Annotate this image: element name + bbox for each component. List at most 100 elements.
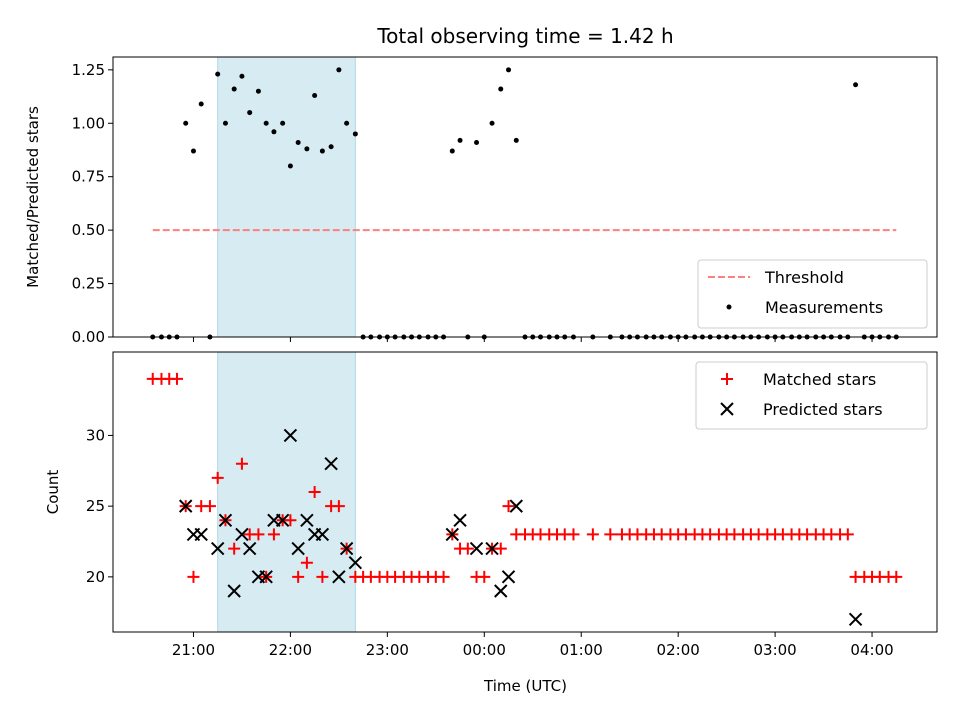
matched-star-point xyxy=(332,500,345,513)
measurement-point xyxy=(183,120,189,126)
matched-star-point xyxy=(203,500,216,513)
matched-star-point xyxy=(292,570,305,583)
measurement-point xyxy=(328,144,334,150)
x-tick-label: 22:00 xyxy=(269,641,312,659)
matched-star-point xyxy=(841,528,854,541)
measurement-point xyxy=(489,120,495,126)
predicted-star-point xyxy=(275,513,290,527)
predicted-star-point xyxy=(227,584,241,598)
top-y-axis-ticks: 0.00 0.25 0.50 0.75 1.00 1.25 xyxy=(72,61,113,346)
predicted-star-point xyxy=(348,555,363,570)
x-tick-label: 00:00 xyxy=(463,641,506,659)
measurement-point xyxy=(271,129,277,135)
top-y-tick-label: 1.00 xyxy=(72,114,105,132)
matched-star-point xyxy=(890,570,903,583)
matched-legend-label: Matched stars xyxy=(763,370,876,389)
measurement-point xyxy=(457,137,463,143)
measurement-point xyxy=(231,86,237,92)
measurement-point xyxy=(287,163,293,169)
top-panel: 0.00 0.25 0.50 0.75 1.00 1.25 Matched/Predict… xyxy=(24,56,938,346)
bottom-panel: 20 25 30 21:00 22:00 23:00 00:00 01:00 02:00 03:… xyxy=(44,351,938,695)
measurement-point xyxy=(198,101,204,107)
measurement-point xyxy=(239,73,245,79)
measurement-point xyxy=(352,131,358,137)
x-tick-label: 21:00 xyxy=(172,641,215,659)
measurement-point xyxy=(190,148,196,154)
measurement-point xyxy=(263,120,269,126)
predicted-star-point xyxy=(332,570,346,584)
measurement-point xyxy=(295,139,301,145)
matched-star-point xyxy=(300,556,313,569)
x-tick-label: 04:00 xyxy=(850,641,893,659)
bottom-legend-box xyxy=(695,361,928,430)
measurements-legend-swatch xyxy=(726,304,732,310)
predicted-star-point xyxy=(218,513,233,527)
threshold-legend-label: Threshold xyxy=(764,268,844,287)
matched-star-point xyxy=(586,528,599,541)
predicted-legend-swatch xyxy=(720,402,734,416)
x-axis-label: Time (UTC) xyxy=(483,677,567,695)
top-y-axis-label: Matched/Predicted stars xyxy=(24,106,42,288)
x-tick-label: 02:00 xyxy=(657,641,700,659)
measurement-point xyxy=(215,71,221,77)
predicted-star-point xyxy=(210,541,225,556)
predicted-legend-label: Predicted stars xyxy=(763,400,883,419)
predicted-star-point xyxy=(453,513,467,527)
predicted-star-point xyxy=(242,541,257,556)
bottom-axes-frame xyxy=(112,351,938,633)
top-y-tick-label: 1.25 xyxy=(72,61,105,79)
predicted-star-point xyxy=(485,541,499,556)
matched-star-point xyxy=(252,528,265,541)
top-y-tick-label: 0.00 xyxy=(72,328,105,346)
top-shaded-span xyxy=(217,56,356,338)
predicted-star-point xyxy=(445,527,460,542)
top-y-tick-label: 0.75 xyxy=(72,168,105,186)
predicted-star-point xyxy=(300,513,314,527)
measurement-point xyxy=(319,148,325,154)
matched-star-point xyxy=(235,457,248,470)
x-tick-label: 01:00 xyxy=(560,641,603,659)
x-tick-label: 03:00 xyxy=(753,641,796,659)
matched-star-point xyxy=(187,570,200,583)
measurement-point xyxy=(222,120,228,126)
predicted-star-point xyxy=(509,499,523,513)
matched-legend-swatch xyxy=(721,373,733,385)
measurement-point xyxy=(255,88,261,94)
predicted-star-point xyxy=(291,541,305,556)
measurement-point xyxy=(304,146,310,152)
measurement-point xyxy=(853,82,859,88)
bottom-y-tick-label: 25 xyxy=(86,497,105,515)
bottom-legend: Matched stars Predicted stars xyxy=(695,361,928,430)
predicted-star-point xyxy=(235,527,249,542)
matched-star-point xyxy=(228,542,241,555)
matched-star-point xyxy=(478,570,491,583)
predicted-star-point xyxy=(339,541,354,556)
predicted-star-point xyxy=(283,428,298,443)
predicted-star-point xyxy=(494,584,508,598)
x-tick-label: 23:00 xyxy=(366,641,409,659)
measurement-point xyxy=(280,120,286,126)
measurements-legend-label: Measurements xyxy=(765,298,883,317)
predicted-star-point xyxy=(315,527,330,542)
matched-star-point xyxy=(267,528,280,541)
measurement-point xyxy=(336,67,342,73)
top-x-axis-ticks xyxy=(192,337,873,342)
bottom-shaded-span xyxy=(217,351,356,633)
matched-star-point xyxy=(437,570,450,583)
predicted-star-point xyxy=(194,527,208,542)
measurement-point xyxy=(449,148,455,154)
matched-star-point xyxy=(170,372,183,385)
matched-star-point xyxy=(316,570,329,583)
bottom-y-axis-label: Count xyxy=(44,470,62,515)
measurement-point xyxy=(247,110,253,116)
top-legend-box xyxy=(697,259,928,329)
matched-star-point xyxy=(567,528,580,541)
matched-star-point xyxy=(211,471,224,484)
predicted-star-point xyxy=(501,570,516,584)
matched-star-point xyxy=(284,514,297,527)
top-y-tick-label: 0.25 xyxy=(72,275,105,293)
measurement-point xyxy=(513,137,519,143)
measurement-point xyxy=(312,92,318,98)
matched-star-point xyxy=(308,486,321,498)
